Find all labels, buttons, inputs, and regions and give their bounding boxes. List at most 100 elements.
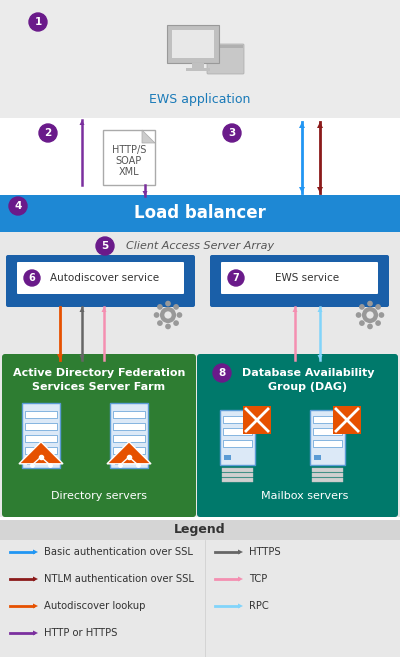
Circle shape (378, 312, 384, 318)
Circle shape (213, 364, 231, 382)
Bar (192, 63, 204, 68)
Circle shape (176, 312, 182, 318)
Bar (224, 455, 231, 460)
FancyBboxPatch shape (17, 262, 184, 294)
Text: 5: 5 (101, 241, 109, 251)
Text: NTLM authentication over SSL: NTLM authentication over SSL (44, 574, 194, 584)
Text: Load balancer: Load balancer (134, 204, 266, 222)
Polygon shape (19, 442, 63, 464)
Polygon shape (33, 604, 38, 608)
Circle shape (39, 124, 57, 142)
Bar (0, 0, 400, 118)
Bar (223, 428, 252, 435)
Text: HTTP or HTTPS: HTTP or HTTPS (44, 628, 117, 638)
Bar (113, 435, 145, 442)
Circle shape (160, 307, 176, 323)
Bar (313, 428, 342, 435)
Polygon shape (80, 120, 84, 125)
Text: Autodiscover lookup: Autodiscover lookup (44, 601, 145, 611)
Bar (172, 30, 214, 58)
Polygon shape (317, 187, 323, 193)
Text: RPC: RPC (249, 601, 269, 611)
Polygon shape (107, 442, 151, 464)
Bar (223, 440, 252, 447)
Polygon shape (299, 187, 305, 193)
Bar (0, 195, 400, 232)
Bar (222, 473, 253, 477)
Bar (0, 352, 400, 517)
Circle shape (9, 197, 27, 215)
Bar (186, 68, 210, 71)
FancyBboxPatch shape (210, 255, 389, 307)
Circle shape (223, 124, 241, 142)
Polygon shape (292, 307, 298, 312)
Circle shape (164, 311, 172, 319)
Circle shape (359, 304, 365, 309)
Text: Directory servers: Directory servers (51, 491, 147, 501)
Bar (223, 416, 252, 423)
Circle shape (96, 237, 114, 255)
Circle shape (29, 13, 47, 31)
Bar (222, 468, 253, 472)
Bar (25, 447, 57, 454)
Circle shape (375, 304, 381, 309)
FancyBboxPatch shape (197, 354, 398, 517)
Bar (167, 25, 219, 63)
Bar (312, 468, 343, 472)
Polygon shape (142, 191, 148, 196)
Text: 8: 8 (218, 368, 226, 378)
Text: 1: 1 (34, 17, 42, 27)
Polygon shape (57, 354, 63, 360)
Text: EWS service: EWS service (275, 273, 339, 283)
Text: HTTPS: HTTPS (249, 547, 281, 557)
Bar (27, 460, 35, 465)
Polygon shape (80, 355, 84, 360)
Bar (113, 447, 145, 454)
Circle shape (157, 320, 163, 326)
Bar (0, 232, 400, 352)
FancyBboxPatch shape (207, 44, 244, 74)
Polygon shape (318, 307, 322, 312)
Text: TCP: TCP (249, 574, 267, 584)
Bar (312, 478, 343, 482)
Bar (333, 406, 361, 434)
Bar (0, 520, 400, 657)
Circle shape (366, 311, 374, 319)
Circle shape (165, 324, 171, 329)
Circle shape (157, 304, 163, 309)
Bar (220, 410, 255, 465)
Polygon shape (238, 576, 243, 581)
Text: EWS application: EWS application (149, 93, 251, 106)
Text: XML: XML (119, 167, 139, 177)
Circle shape (173, 320, 179, 326)
Circle shape (154, 312, 160, 318)
Polygon shape (317, 122, 323, 128)
Polygon shape (80, 307, 84, 312)
Circle shape (165, 301, 171, 306)
Bar (0, 118, 400, 195)
Polygon shape (238, 549, 243, 555)
Text: 7: 7 (233, 273, 239, 283)
Polygon shape (33, 631, 38, 635)
Bar (22, 403, 60, 468)
Bar (115, 460, 123, 465)
Text: Mailbox servers: Mailbox servers (261, 491, 349, 501)
Bar (208, 45, 243, 48)
Text: Active Directory Federation
Services Server Farm: Active Directory Federation Services Ser… (13, 368, 185, 392)
Circle shape (173, 304, 179, 309)
Polygon shape (299, 122, 305, 128)
Circle shape (356, 312, 362, 318)
Bar (113, 411, 145, 418)
Polygon shape (142, 130, 155, 143)
Bar (25, 435, 57, 442)
Circle shape (375, 320, 381, 326)
Circle shape (24, 270, 40, 286)
Circle shape (228, 270, 244, 286)
Polygon shape (33, 576, 38, 581)
Bar (310, 410, 345, 465)
Bar (313, 440, 342, 447)
Text: Autodiscover service: Autodiscover service (50, 273, 160, 283)
Text: Database Availability
Group (DAG): Database Availability Group (DAG) (242, 368, 374, 392)
Bar (103, 130, 155, 185)
Text: Legend: Legend (174, 524, 226, 537)
